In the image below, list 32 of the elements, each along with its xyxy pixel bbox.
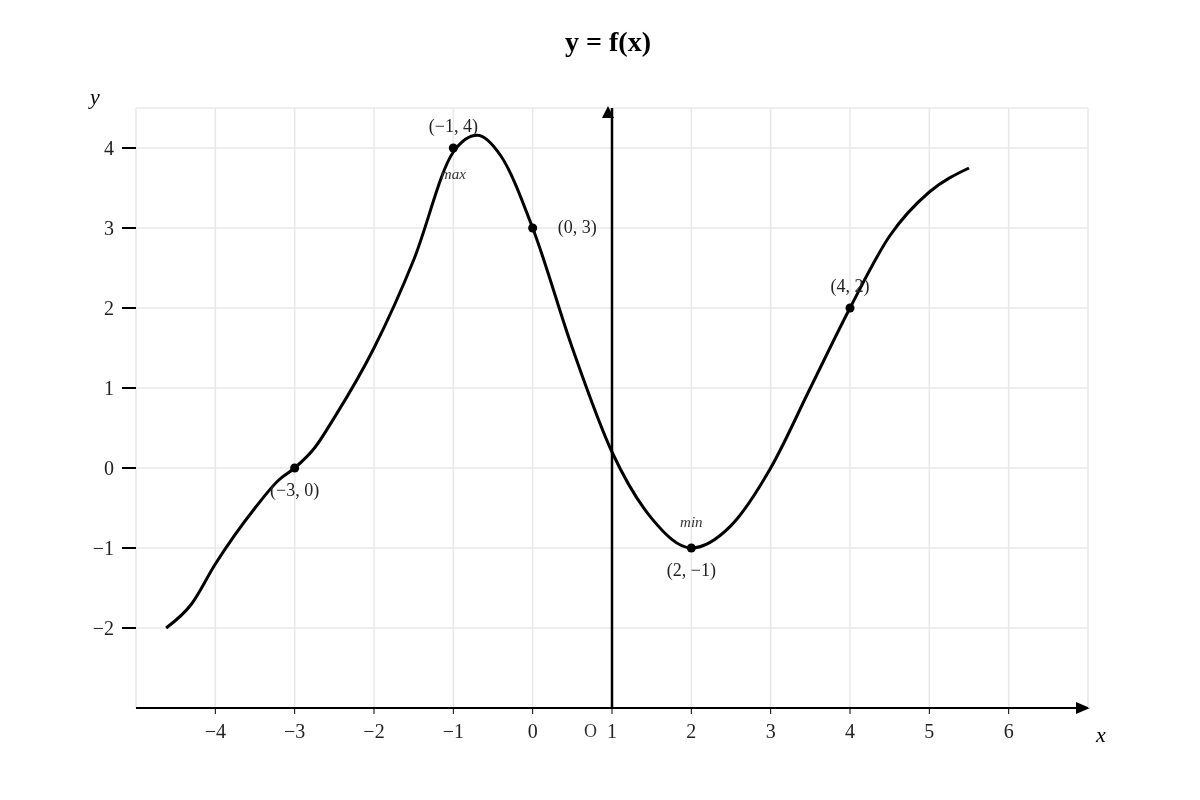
x-tick-label: 0 [527,720,538,743]
y-tick-label: 4 [104,137,114,160]
y-tick-label: 2 [104,297,114,320]
y-tick-label: 0 [104,457,114,480]
y-axis-title: y [90,84,100,110]
data-label: (0, 3) [557,217,597,238]
text: O [584,720,597,741]
x-tick-label: 6 [1003,720,1014,743]
x-tick-label: −3 [284,720,306,743]
data-label: (−1, 4) [428,116,478,137]
x-tick-label: −4 [204,720,226,743]
point [448,143,458,153]
x-tick-label: −1 [442,720,464,743]
x-tick-label: 5 [924,720,935,743]
x-tick-label: 2 [686,720,697,743]
data-label: (2, −1) [666,560,716,581]
point [686,543,696,553]
y-tick-label: −1 [92,537,114,560]
x-tick-label: −2 [363,720,385,743]
point [845,303,855,313]
point [290,463,300,473]
point [528,223,538,233]
x-tick-label: 3 [765,720,776,743]
x-tick-label: 4 [845,720,855,743]
y-tick-label: 3 [104,217,114,240]
annotation: min [680,514,703,531]
y-tick-label: −2 [92,617,114,640]
x-tick-label: 1 [607,720,617,743]
x-axis-title: x [1096,722,1106,748]
data-label: (−3, 0) [270,480,320,501]
chart-title: y = f(x) [564,26,652,58]
y-tick-label: 1 [104,377,114,400]
